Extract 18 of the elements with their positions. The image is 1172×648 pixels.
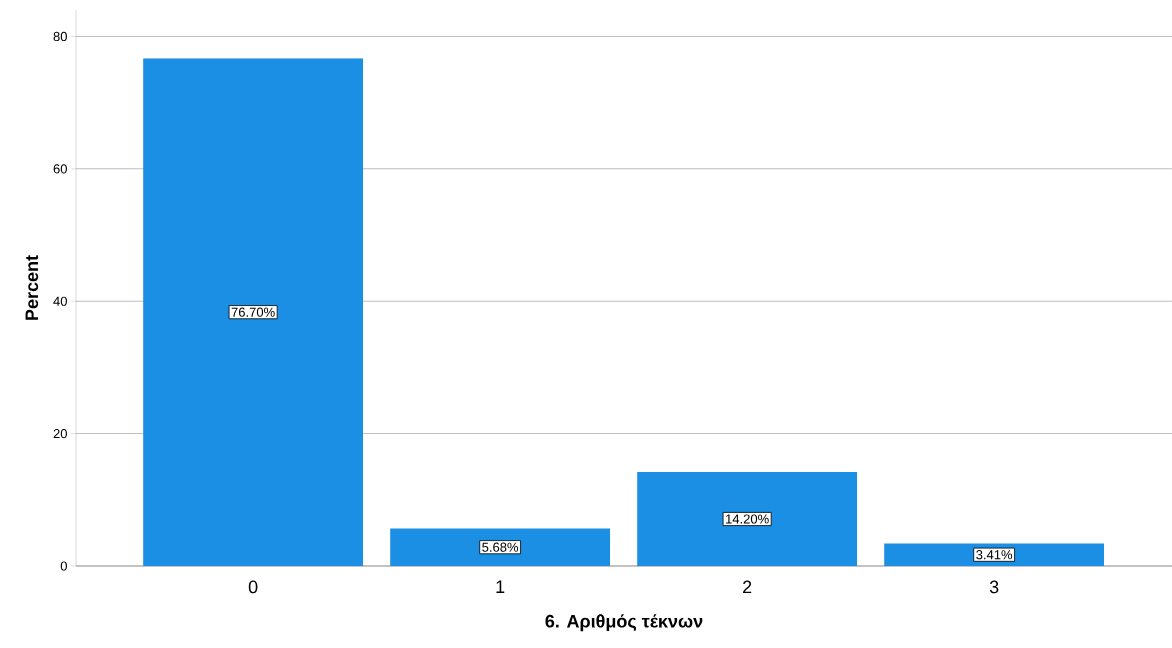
bar	[143, 58, 364, 566]
bar	[390, 528, 611, 566]
x-tick-label: 0	[248, 580, 258, 594]
data-label: 76.70%	[231, 307, 275, 317]
x-axis-title: 6. Αριθμός τέκνων	[545, 614, 703, 632]
data-label: 3.41%	[976, 550, 1013, 560]
bar	[637, 472, 858, 566]
y-axis-title: Percent	[25, 255, 39, 320]
x-tick-label: 3	[989, 580, 999, 594]
data-label: 5.68%	[482, 542, 519, 552]
data-label: 14.20%	[726, 514, 769, 524]
y-tick-label: 20	[53, 429, 67, 439]
y-tick-label: 40	[53, 296, 67, 306]
y-tick-label: 80	[53, 31, 67, 42]
x-tick-label: 2	[743, 580, 752, 594]
x-tick-label: 1	[496, 580, 505, 593]
y-tick-label: 60	[53, 164, 67, 174]
y-tick-label: 0	[60, 561, 67, 571]
